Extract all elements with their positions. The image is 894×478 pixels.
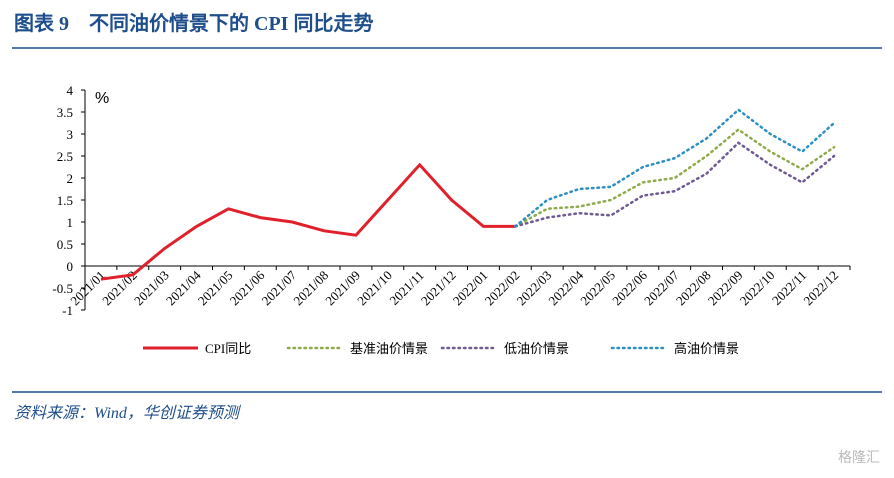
- chart-title: 图表 9 不同油价情景下的 CPI 同比走势: [14, 11, 373, 35]
- series-line: [514, 108, 836, 228]
- x-tick-label: 2022/08: [673, 268, 714, 309]
- y-tick-label: 3.5: [57, 105, 73, 120]
- y-tick-label: 1: [67, 215, 74, 230]
- x-tick-label: 2021/03: [131, 268, 172, 309]
- y-tick-label: -0.5: [52, 281, 73, 296]
- x-tick-label: 2021/12: [418, 268, 459, 309]
- y-tick-label: 2: [67, 171, 74, 186]
- source: 资料来源：Wind，华创证券预测: [14, 404, 242, 422]
- x-tick-label: 2022/09: [705, 268, 746, 309]
- x-tick-label: 2021/10: [354, 268, 395, 309]
- y-tick-label: 2.5: [57, 149, 73, 164]
- x-tick-label: 2021/05: [195, 268, 236, 309]
- y-tick-label: 0.5: [57, 237, 73, 252]
- series-line: [100, 162, 516, 281]
- legend-label: 高油价情景: [674, 341, 739, 356]
- y-tick-label: 0: [67, 259, 74, 274]
- series-line: [514, 141, 836, 228]
- x-tick-label: 2022/02: [482, 268, 523, 309]
- watermark: 格隆汇: [838, 450, 880, 466]
- series-line: [514, 128, 836, 228]
- x-tick-label: 2022/03: [514, 268, 555, 309]
- y-tick-label: -1: [62, 303, 73, 318]
- x-tick-label: 2022/01: [450, 268, 491, 309]
- x-tick-label: 2022/12: [800, 268, 841, 309]
- x-tick-label: 2022/10: [737, 268, 778, 309]
- x-tick-label: 2021/01: [67, 268, 108, 309]
- legend-label: CPI同比: [205, 341, 251, 356]
- x-tick-label: 2021/08: [290, 268, 331, 309]
- y-tick-label: 3: [67, 127, 74, 142]
- y-unit: %: [95, 90, 109, 107]
- legend-label: 低油价情景: [504, 341, 569, 356]
- x-tick-label: 2022/05: [577, 268, 618, 309]
- y-tick-label: 1.5: [57, 193, 73, 208]
- x-tick-label: 2021/09: [322, 268, 363, 309]
- y-tick-label: 4: [67, 83, 74, 98]
- legend-label: 基准油价情景: [350, 341, 428, 356]
